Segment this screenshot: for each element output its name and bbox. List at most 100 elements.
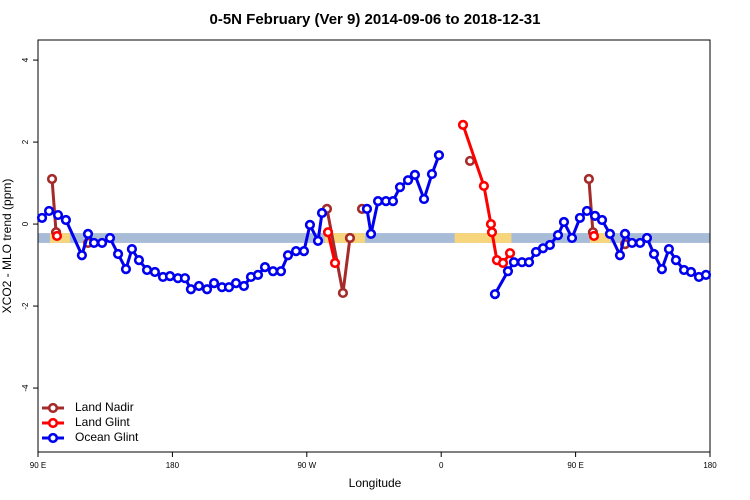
series-point (614, 250, 626, 261)
y-tick-label: -4 (21, 384, 30, 392)
land-band (454, 233, 512, 243)
x-tick-label: 90 W (297, 461, 316, 470)
series-point (656, 264, 668, 275)
x-tick-label: 90 E (30, 461, 46, 470)
series-point (485, 218, 497, 230)
series-point (298, 246, 310, 257)
series-point (574, 212, 586, 224)
series-point (433, 150, 445, 161)
land-band (589, 233, 610, 243)
legend-label: Ocean Glint (75, 430, 139, 444)
series-point (394, 182, 406, 193)
series-point (275, 266, 287, 277)
series-point (60, 214, 72, 226)
y-axis-label: XCO2 - MLO trend (ppm) (0, 179, 14, 314)
series-point (290, 246, 302, 257)
series-point (497, 257, 509, 269)
series-point (230, 278, 242, 289)
legend-label: Land Glint (75, 415, 130, 429)
series-point (193, 280, 205, 292)
y-tick-label: -2 (21, 302, 30, 310)
legend-entry: Land Nadir (42, 400, 134, 414)
series-point (51, 230, 63, 242)
series-point (426, 168, 438, 180)
series-point (504, 248, 516, 259)
series-point (581, 205, 593, 217)
series-point (626, 237, 638, 249)
chart-title: 0-5N February (Ver 9) 2014-09-06 to 2018… (209, 11, 540, 28)
x-tick-label: 180 (166, 461, 180, 470)
series-point (361, 203, 373, 214)
series-point (329, 257, 341, 269)
series-line (40, 154, 707, 295)
series-point (312, 235, 324, 246)
series-point (387, 196, 399, 207)
series-point (43, 205, 55, 217)
series-point (337, 287, 349, 299)
series-point (663, 243, 675, 255)
series-point (409, 169, 421, 180)
series-point (149, 266, 161, 278)
series-point (96, 237, 108, 249)
series-point (120, 264, 132, 275)
series-point (208, 278, 220, 289)
series-point (322, 227, 334, 238)
series-point (648, 248, 660, 260)
series-point (88, 237, 100, 249)
series-point (223, 282, 235, 293)
series-point (164, 271, 176, 282)
x-axis-label: Longitude (349, 476, 402, 490)
series-point (558, 216, 570, 228)
series-point (76, 250, 88, 261)
series-point (523, 257, 535, 268)
series-point (583, 173, 594, 185)
series-point (201, 284, 213, 295)
series-point (589, 210, 601, 221)
series-point (489, 289, 501, 300)
series-point (365, 228, 377, 240)
legend-label: Land Nadir (75, 400, 134, 414)
series-point (36, 212, 48, 224)
y-tick-label: 4 (21, 57, 30, 62)
series-point (344, 232, 356, 244)
series-point (457, 119, 469, 130)
series-point (282, 250, 294, 261)
plot-frame (37, 39, 711, 453)
y-tick-label: 2 (21, 139, 30, 144)
legend-marker (47, 402, 59, 414)
series-point (141, 264, 153, 276)
series-point (112, 248, 124, 260)
series-point (52, 209, 64, 221)
series-point (700, 269, 712, 281)
series-point (126, 243, 138, 255)
series-point (267, 266, 279, 277)
series-point (596, 214, 608, 226)
series-point (238, 280, 250, 292)
series-point (604, 228, 616, 240)
series-point (486, 227, 498, 238)
series-point (478, 180, 490, 192)
series-point (252, 269, 264, 281)
x-tick-label: 0 (439, 461, 444, 470)
x-tick-label: 180 (703, 461, 717, 470)
series-point (46, 173, 58, 185)
series-point (619, 228, 631, 240)
series-point (588, 230, 600, 242)
series-point (502, 266, 514, 277)
series-point (641, 232, 653, 244)
series-point (104, 232, 116, 244)
series-point (566, 232, 578, 244)
series-point (179, 273, 191, 284)
series-point (185, 284, 197, 295)
series-point (133, 255, 145, 266)
series-point (635, 237, 646, 249)
x-tick-label: 90 E (567, 461, 583, 470)
series-point (372, 196, 384, 207)
series-point (418, 193, 430, 205)
legend-entry: Ocean Glint (42, 430, 139, 444)
legend-entry: Land Glint (42, 415, 130, 429)
y-tick-label: 0 (21, 221, 30, 226)
series-point (402, 175, 414, 186)
